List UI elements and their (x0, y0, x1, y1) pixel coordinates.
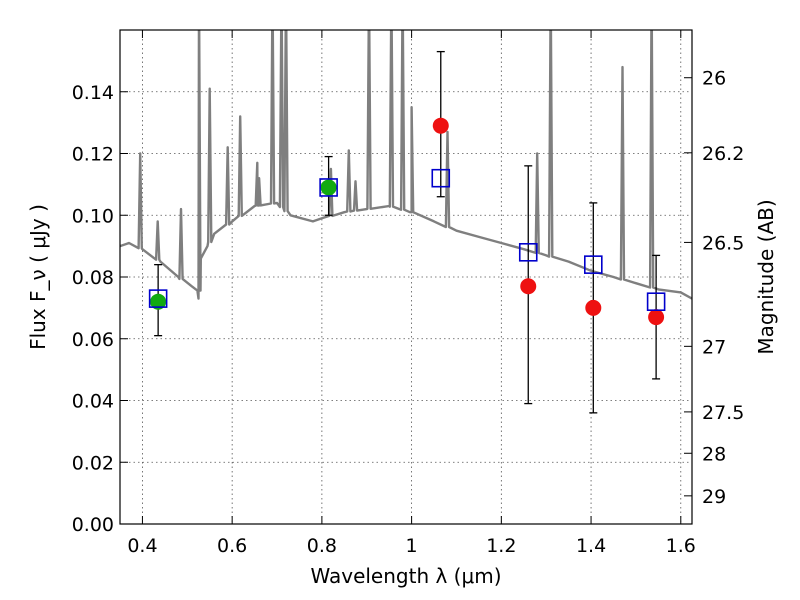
tick-layer: 0.4 0.6 0.8 1 1.2 1.4 1.6 0.00 0.02 0.04 0.06 0.08 0… (72, 30, 744, 557)
model-photometry-box (518, 243, 538, 262)
x-tick-label: 0.4 (127, 535, 157, 557)
y2-tick-label: 26.2 (702, 143, 744, 165)
data-point-observed (520, 278, 537, 295)
model-photometry-box (148, 289, 168, 308)
model-photometry-box (646, 292, 666, 312)
x-tick-label: 1.6 (666, 535, 696, 557)
y2-axis-title: Magnitude (AB) (754, 199, 778, 354)
model-photometry-box (584, 255, 603, 274)
marker-layer (148, 117, 666, 326)
x-tick-label: 0.6 (217, 535, 247, 557)
model-layer (120, 30, 692, 300)
data-point-observed (432, 117, 449, 134)
y2-tick-label: 28 (702, 443, 726, 465)
data-point-green (320, 179, 337, 196)
data-point-observed (648, 309, 665, 326)
y2-tick-label: 27 (702, 336, 726, 358)
model-photometry-box (319, 178, 338, 197)
errorbar-layer (154, 50, 661, 414)
y2-tick-label: 26.5 (702, 232, 744, 254)
x-tick-label: 1 (406, 535, 418, 557)
y-tick-label: 0.08 (72, 267, 114, 289)
model-spectrum-line (120, 30, 692, 300)
y-tick-label: 0.02 (72, 452, 114, 474)
y-tick-label: 0.14 (72, 82, 114, 104)
x-tick-label: 1.4 (576, 535, 606, 557)
model-photometry-box (431, 168, 451, 188)
y2-tick-label: 29 (702, 486, 726, 508)
x-tick-label: 0.8 (307, 535, 337, 557)
y-tick-label: 0.00 (72, 514, 114, 536)
data-point-observed (585, 299, 602, 316)
y-axis-title: Flux F_ν ( μJy ) (26, 204, 50, 350)
x-tick-label: 1.2 (486, 535, 516, 557)
y-tick-label: 0.06 (72, 329, 114, 351)
y-tick-label: 0.12 (72, 144, 114, 166)
y2-tick-label: 27.5 (702, 402, 744, 424)
x-axis-title: Wavelength λ (μm) (310, 564, 501, 588)
y-tick-label: 0.10 (72, 205, 114, 227)
y2-tick-label: 26 (702, 68, 726, 90)
data-point-green (150, 293, 167, 310)
y-tick-label: 0.04 (72, 391, 114, 413)
grid-layer (120, 30, 692, 524)
